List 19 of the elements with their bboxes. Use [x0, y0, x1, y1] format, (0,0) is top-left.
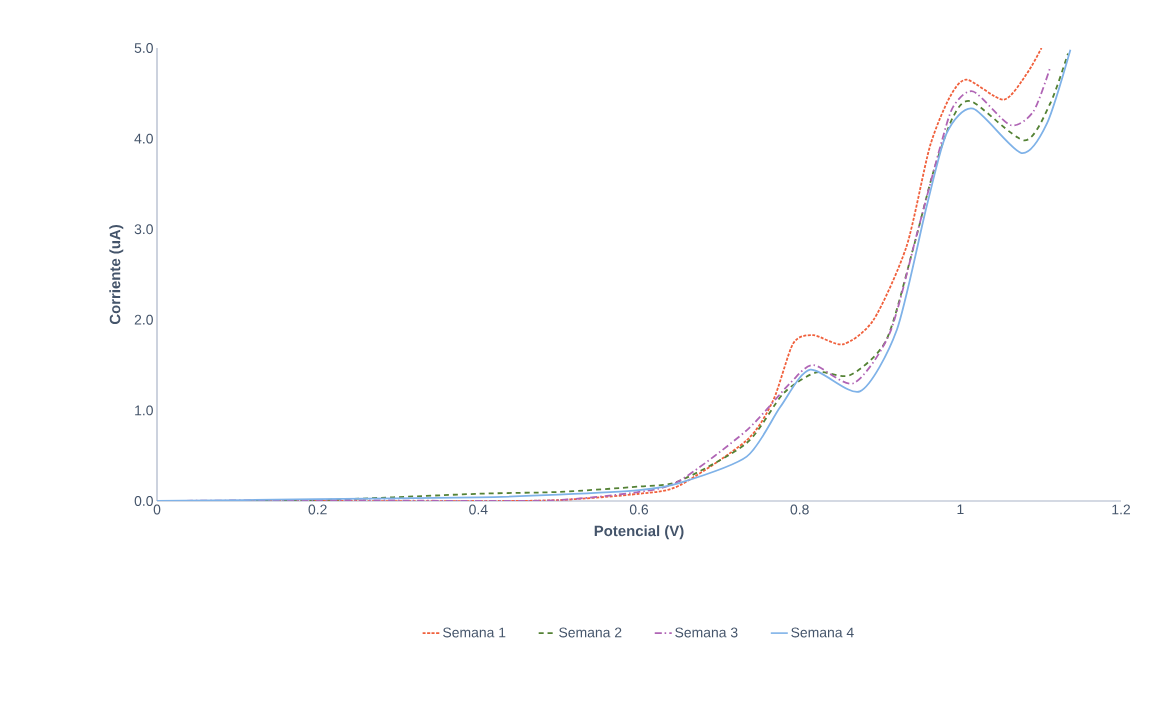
legend-label: Semana 2 [559, 627, 622, 638]
legend-label: Semana 4 [791, 627, 854, 638]
legend-label: Semana 1 [443, 627, 506, 638]
x-tick-label: 1 [957, 504, 964, 515]
x-tick-label: 1.2 [1112, 504, 1131, 515]
x-tick-label: 0.8 [790, 504, 809, 515]
y-tick-label: 5.0 [134, 43, 153, 53]
y-tick-label: 1.0 [135, 405, 153, 416]
x-axis-title: Potencial (V) [594, 525, 684, 540]
y-tick-label: 4.0 [134, 133, 153, 144]
x-tick-label: 0 [153, 504, 161, 515]
y-tick-label: 0.0 [134, 496, 153, 506]
legend-label: Semana 3 [675, 627, 738, 638]
y-tick-label: 2.0 [134, 314, 153, 325]
x-tick-label: 0.6 [629, 504, 649, 515]
y-tick-label: 3.0 [134, 224, 153, 235]
x-tick-label: 0.4 [469, 504, 488, 515]
x-tick-label: 0.2 [308, 504, 327, 515]
y-axis-title: Corriente (uA) [109, 225, 124, 325]
